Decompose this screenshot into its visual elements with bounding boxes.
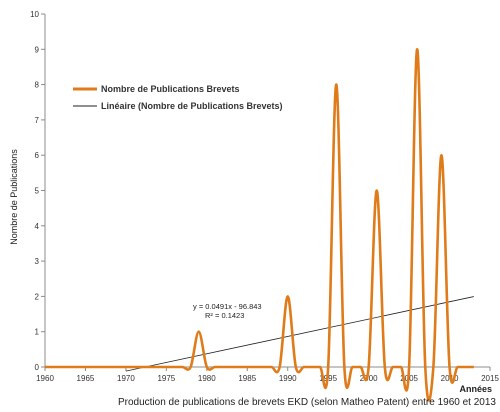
y-tick-label: 10 [30,10,39,19]
legend: Nombre de Publications Brevets Linéaire … [73,84,283,111]
trendline-equation-r2: R² = 0.1423 [205,311,244,320]
trendline-equation: y = 0.0491x - 96.843 R² = 0.1423 [193,302,262,320]
x-tick-label: 1985 [238,374,256,383]
x-tick-label: 1960 [36,374,54,383]
y-tick-label: 4 [35,222,40,231]
y-tick-label: 9 [35,45,40,54]
y-tick-label: 3 [35,257,40,266]
x-axis-title: Années [459,384,492,394]
y-tick-label: 2 [35,292,40,301]
x-tick-label: 1970 [117,374,135,383]
y-axis-title: Nombre de Publications [9,149,19,245]
chart-caption: Production de publications de brevets EK… [118,397,496,408]
series-layer [45,48,474,402]
legend-label-trendline: Linéaire (Nombre de Publications Brevets… [101,101,283,111]
y-tick-label: 0 [35,363,40,372]
publications-line [45,48,474,402]
x-tick-label: 1980 [198,374,216,383]
x-tick-label: 1990 [279,374,297,383]
y-tick-label: 6 [35,151,40,160]
trendline [125,296,474,372]
x-tick-label: 1965 [77,374,95,383]
legend-label-publications: Nombre de Publications Brevets [101,84,240,94]
y-tick-label: 7 [35,116,40,125]
y-tick-label: 5 [35,187,40,196]
x-tick-label: 1975 [157,374,175,383]
y-tick-label: 8 [35,81,40,90]
ticks-layer: 0 1 2 3 4 5 6 7 8 9 10 1960 1965 1970 1975 1980 1985 1990… [30,10,499,383]
trendline-equation-formula: y = 0.0491x - 96.843 [193,302,262,311]
y-tick-label: 1 [35,328,40,337]
x-tick-label: 2000 [360,374,378,383]
x-tick-label: 2015 [481,374,499,383]
